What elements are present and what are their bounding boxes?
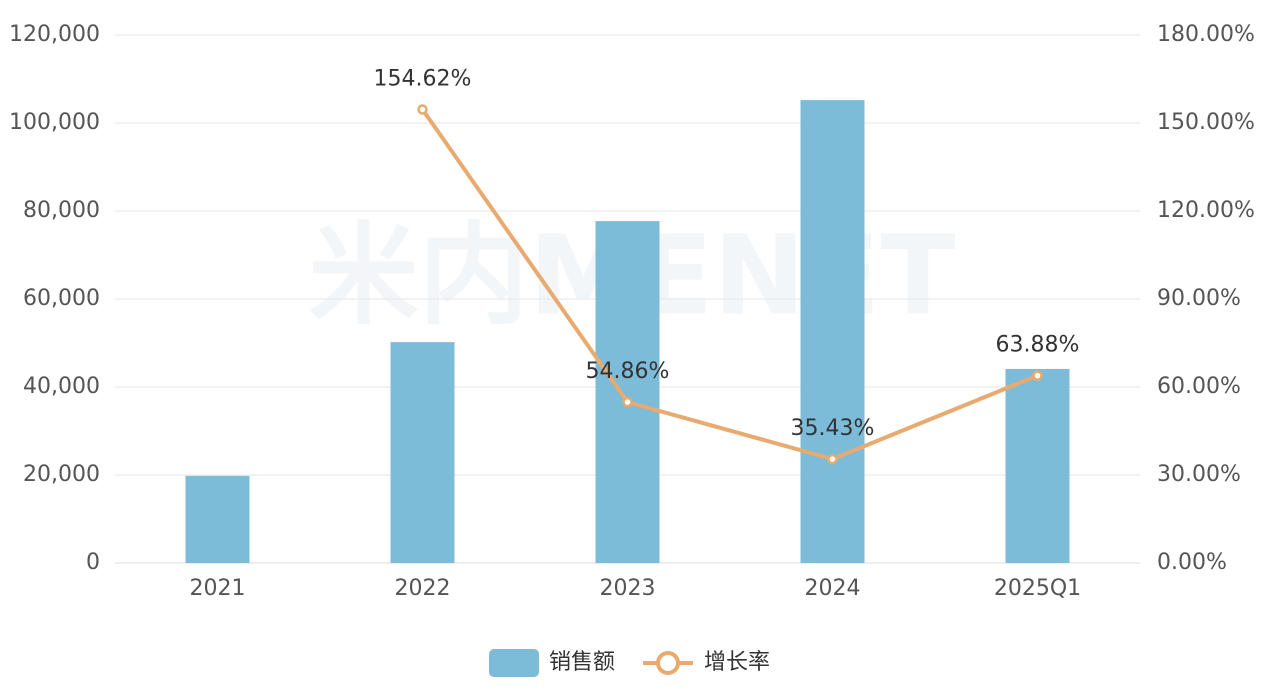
legend-label: 增长率 [704,650,770,675]
data-label: 54.86% [586,359,670,384]
y2-tick-label: 30.00% [1157,462,1241,487]
bar [185,475,250,563]
y-tick-label: 80,000 [23,198,100,223]
data-label: 63.88% [996,333,1080,358]
legend-swatch [489,649,539,677]
bar [1005,368,1070,563]
data-label: 154.62% [374,66,472,91]
x-tick-label: 2024 [805,576,861,601]
y2-tick-label: 180.00% [1157,22,1255,47]
x-tick-label: 2021 [190,576,246,601]
line-point [417,104,428,115]
y2-tick-label: 150.00% [1157,110,1255,135]
y2-tick-label: 60.00% [1157,374,1241,399]
x-tick-label: 2025Q1 [994,576,1081,601]
data-label: 35.43% [791,416,875,441]
line-point [827,453,838,465]
bar [800,100,865,564]
y-tick-label: 120,000 [9,22,100,47]
x-tick-label: 2022 [395,576,451,601]
y-tick-label: 0 [86,550,100,575]
y2-tick-label: 120.00% [1157,198,1255,223]
legend-label: 销售额 [549,650,615,675]
x-tick-label: 2023 [600,576,656,601]
y-tick-label: 20,000 [23,462,100,487]
line-point [622,396,633,408]
y2-tick-label: 0.00% [1157,550,1227,575]
y2-tick-label: 90.00% [1157,286,1241,311]
line [420,108,1039,462]
legend-marker [656,651,680,675]
bar [595,221,660,563]
bar [390,342,455,563]
y-tick-label: 100,000 [9,110,100,135]
y-tick-label: 60,000 [23,286,100,311]
y-tick-label: 40,000 [23,374,100,399]
line-point [1032,370,1043,381]
